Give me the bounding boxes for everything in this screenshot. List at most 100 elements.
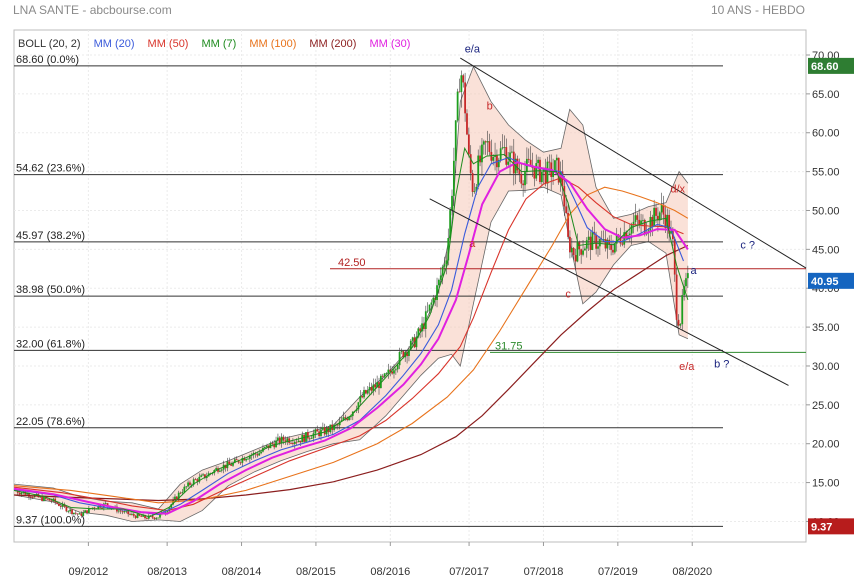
candle-body-347 [662, 204, 665, 215]
candle-body-222 [428, 304, 431, 311]
candle-body-29 [67, 511, 70, 513]
candle-body-188 [365, 390, 367, 394]
candle-body-159 [310, 438, 313, 439]
candle-body-40 [87, 508, 90, 513]
candle-body-208 [402, 351, 405, 358]
candle-body-148 [290, 442, 292, 444]
candle-body-354 [675, 274, 678, 320]
candle-body-253 [486, 141, 489, 143]
candle-body-241 [464, 82, 467, 114]
fib-label-0: 68.60 (0.0%) [16, 54, 79, 66]
legend-item-3: MM (7) [201, 38, 236, 50]
candle-body-139 [273, 443, 276, 448]
y-tick-label-2: 20.00 [812, 439, 840, 451]
candle-body-199 [385, 373, 388, 374]
wave-label-8: e/a [679, 361, 695, 373]
candle-body-216 [417, 328, 420, 337]
candle-body-322 [615, 234, 618, 244]
x-tick-label-4: 08/2016 [370, 566, 410, 578]
candle-body-266 [511, 151, 513, 153]
candle-body-99 [198, 476, 201, 482]
candle-body-130 [256, 454, 259, 456]
candle-body-72 [147, 515, 150, 519]
candle-body-25 [59, 505, 62, 507]
candle-body-340 [649, 216, 652, 231]
candle-body-359 [685, 278, 687, 287]
candle-body-160 [312, 433, 315, 439]
candle-body-345 [658, 212, 661, 221]
candle-body-297 [569, 236, 571, 253]
price-badge-0 [808, 57, 854, 74]
candle-body-180 [350, 416, 352, 418]
candle-body-321 [613, 243, 616, 253]
candle-body-198 [383, 373, 386, 377]
candle-body-282 [540, 171, 543, 183]
candle-body-244 [469, 154, 472, 174]
candle-body-271 [520, 173, 523, 184]
candle-body-288 [552, 171, 554, 178]
candle-body-226 [436, 285, 438, 301]
candle-body-210 [406, 351, 408, 357]
candle-body-197 [381, 375, 384, 377]
candle-body-150 [293, 441, 296, 444]
wave-label-1: b [487, 100, 493, 112]
candle-body-68 [140, 515, 143, 517]
fib-label-3: 38.98 (50.0%) [16, 284, 85, 296]
candle-body-264 [507, 161, 510, 165]
candle-body-331 [632, 221, 635, 226]
candle-body-47 [101, 507, 103, 509]
wave-label-6: c ? [740, 240, 755, 252]
candle-body-175 [340, 420, 343, 422]
wave-label-4: d/x [670, 184, 685, 196]
candle-body-319 [610, 244, 613, 250]
wave-label-3: c [565, 289, 571, 301]
candle-body-303 [580, 249, 583, 255]
candle-body-284 [544, 167, 547, 184]
candle-body-38 [84, 510, 87, 513]
candle-body-235 [452, 160, 455, 196]
candle-body-65 [134, 515, 137, 518]
candle-body-329 [628, 233, 631, 236]
candle-body-211 [408, 349, 410, 357]
candle-body-176 [342, 417, 345, 421]
candle-body-131 [258, 453, 261, 456]
candle-body-307 [587, 236, 590, 241]
candle-body-296 [567, 213, 569, 237]
candle-body-220 [424, 311, 427, 329]
candle-body-118 [233, 459, 236, 463]
candle-body-15 [41, 496, 43, 501]
candle-body-134 [263, 447, 266, 448]
level-label-0: 42.50 [338, 257, 366, 269]
candle-body-270 [518, 170, 521, 174]
candle-body-145 [284, 440, 287, 443]
candle-body-233 [449, 210, 452, 239]
candle-body-228 [439, 275, 442, 280]
boll-lower [13, 186, 689, 522]
candle-body-227 [438, 279, 440, 286]
candle-body-252 [484, 141, 487, 143]
price-badge-2 [808, 518, 854, 535]
candle-body-123 [243, 457, 246, 461]
candle-body-298 [570, 247, 573, 253]
y-tick-label-9: 55.00 [812, 167, 840, 179]
candle-body-26 [61, 504, 64, 507]
candle-body-37 [82, 512, 85, 516]
candle-body-301 [576, 242, 579, 262]
candle-body-97 [194, 479, 197, 481]
x-tick-label-8: 08/2020 [672, 566, 712, 578]
ma7-line [13, 146, 689, 518]
candle-body-308 [589, 236, 592, 250]
candle-body-299 [572, 247, 575, 256]
candle-body-43 [93, 507, 96, 509]
candle-body-50 [106, 503, 109, 506]
candle-body-142 [278, 437, 281, 444]
candle-body-313 [598, 238, 601, 247]
candle-body-154 [301, 434, 304, 443]
candle-body-71 [145, 518, 148, 519]
x-tick-label-2: 08/2014 [222, 566, 262, 578]
candle-body-61 [127, 510, 130, 515]
candle-body-16 [43, 496, 45, 501]
legend-item-0: BOLL (20, 2) [18, 38, 81, 50]
candle-body-262 [503, 147, 506, 148]
